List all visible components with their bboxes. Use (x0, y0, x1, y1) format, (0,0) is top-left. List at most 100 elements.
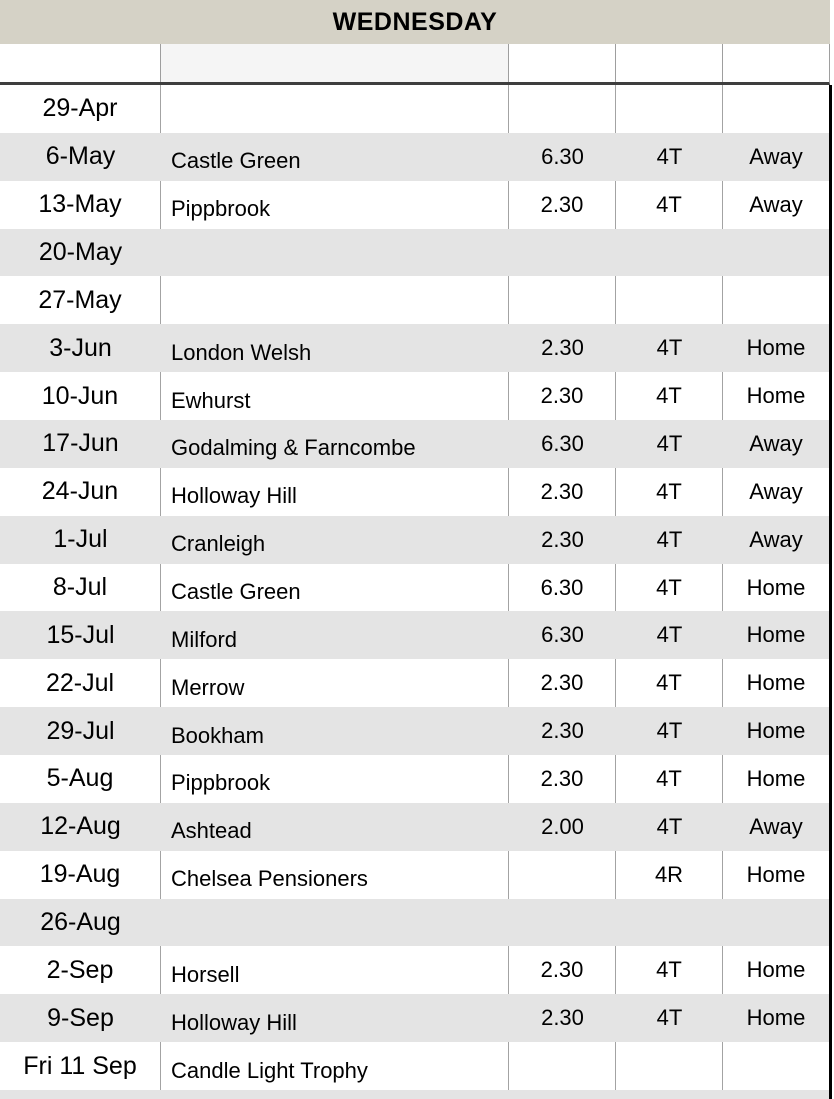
day-banner-label: WEDNESDAY (332, 7, 498, 36)
table-row: 13-May Pippbrook 2.30 4T Away (0, 180, 829, 229)
venue-cell: Home (746, 1005, 806, 1031)
rinks-cell: 4T (656, 718, 683, 744)
time-cell: 2.30 (509, 180, 616, 229)
date-cell: 12-Aug (40, 812, 121, 841)
schedule-table: 29-Apr 6-May Castle Green 6.30 4T Away 1… (0, 85, 832, 1099)
spacer-date-cell (0, 44, 161, 82)
time-cell (509, 850, 616, 899)
opponent-cell: Pippbrook (161, 180, 509, 229)
opponent-cell: Merrow (161, 659, 509, 708)
venue-cell (723, 229, 829, 277)
rinks-cell: 4R (616, 850, 723, 899)
table-row: 29-Jul Bookham 2.30 4T Home (0, 707, 829, 756)
date-cell: 2-Sep (0, 946, 161, 995)
time-cell: 2.00 (541, 813, 584, 839)
table-row: 12-Aug Ashtead 2.00 4T Away (0, 802, 829, 851)
opponent-cell: Bookham (171, 722, 264, 748)
date-cell: 29-Jul (46, 716, 115, 745)
date-cell: 15-Jul (46, 620, 115, 649)
rinks-cell: 4T (656, 526, 683, 552)
rinks-cell (616, 899, 723, 947)
venue-cell (723, 899, 829, 947)
table-row: 29-Apr (0, 85, 829, 133)
time-cell (509, 276, 616, 325)
opponent-cell: Castle Green (171, 148, 301, 174)
table-row: 9-Sep Holloway Hill 2.30 4T Home (0, 994, 829, 1043)
opponent-cell: Milford (171, 626, 238, 652)
rinks-cell: 4T (656, 143, 683, 169)
rinks-cell (616, 276, 723, 325)
venue-cell: Home (746, 957, 806, 983)
date-cell: 3-Jun (49, 333, 112, 362)
time-cell: 2.30 (509, 372, 616, 421)
rinks-cell: 4T (616, 467, 723, 516)
rinks-cell: 4T (656, 813, 683, 839)
venue-cell: Away (749, 526, 803, 552)
opponent-cell: Horsell (161, 946, 509, 995)
time-cell: 2.30 (509, 946, 616, 995)
date-cell: 19-Aug (0, 850, 161, 899)
opponent-cell: Ashtead (171, 818, 252, 844)
date-cell: Fri 11 Sep (0, 1042, 161, 1091)
rinks-cell: 4T (616, 755, 723, 803)
venue-cell: Away (749, 813, 803, 839)
date-cell: 27-May (0, 276, 161, 325)
table-row: 10-Jun Ewhurst 2.30 4T Home (0, 372, 829, 421)
time-cell: 6.30 (541, 622, 584, 648)
time-cell: 2.30 (509, 467, 616, 516)
time-cell (509, 85, 616, 133)
venue-cell (723, 1042, 829, 1090)
time-cell (509, 899, 616, 947)
venue-cell: Home (746, 765, 806, 791)
rinks-cell (616, 229, 723, 277)
date-cell: 17-Jun (42, 429, 119, 458)
venue-cell: Home (746, 622, 806, 648)
opponent-cell (161, 899, 509, 947)
opponent-cell (161, 276, 509, 325)
opponent-cell: Holloway Hill (161, 467, 509, 516)
rinks-cell: 4T (656, 430, 683, 456)
date-cell: 5-Aug (0, 755, 161, 803)
opponent-cell (161, 85, 509, 133)
table-row: 8-Jul Castle Green 6.30 4T Home (0, 563, 829, 612)
opponent-cell: Pippbrook (161, 755, 509, 803)
spacer-time-cell (509, 44, 616, 82)
opponent-cell (161, 229, 509, 277)
venue-cell: Away (749, 430, 803, 456)
rinks-cell (616, 85, 723, 133)
table-row: 26-Aug (0, 898, 829, 947)
day-banner: WEDNESDAY (0, 0, 830, 44)
spacer-rinks-cell (616, 44, 723, 82)
table-row: 24-Jun Holloway Hill 2.30 4T Away (0, 467, 829, 516)
venue-cell: Away (749, 478, 803, 504)
venue-cell: Home (746, 861, 806, 887)
table-row: 27-May (0, 276, 829, 325)
table-row: 2-Sep Horsell 2.30 4T Home (0, 946, 829, 995)
venue-cell: Away (749, 143, 803, 169)
opponent-cell: Cranleigh (171, 531, 266, 557)
date-cell: 8-Jul (0, 563, 161, 612)
partial-next-row (0, 1090, 829, 1099)
date-cell: 24-Jun (0, 467, 161, 516)
rinks-cell: 4T (656, 622, 683, 648)
header-spacer-row (0, 44, 830, 85)
date-cell: 26-Aug (40, 908, 121, 937)
time-cell: 2.30 (541, 526, 584, 552)
time-cell (509, 229, 616, 277)
time-cell: 6.30 (541, 430, 584, 456)
opponent-cell: Holloway Hill (171, 1009, 297, 1035)
rinks-cell: 4T (616, 659, 723, 708)
rinks-cell: 4T (616, 563, 723, 612)
date-cell: 13-May (0, 180, 161, 229)
venue-cell: Home (746, 670, 806, 696)
time-cell: 6.30 (541, 143, 584, 169)
time-cell: 2.30 (509, 755, 616, 803)
venue-cell (723, 85, 829, 133)
table-row: 19-Aug Chelsea Pensioners 4R Home (0, 850, 829, 899)
date-cell: 9-Sep (47, 1003, 114, 1032)
time-cell: 6.30 (509, 563, 616, 612)
date-cell: 22-Jul (0, 659, 161, 708)
date-cell: 1-Jul (53, 525, 108, 554)
venue-cell: Home (746, 383, 806, 409)
